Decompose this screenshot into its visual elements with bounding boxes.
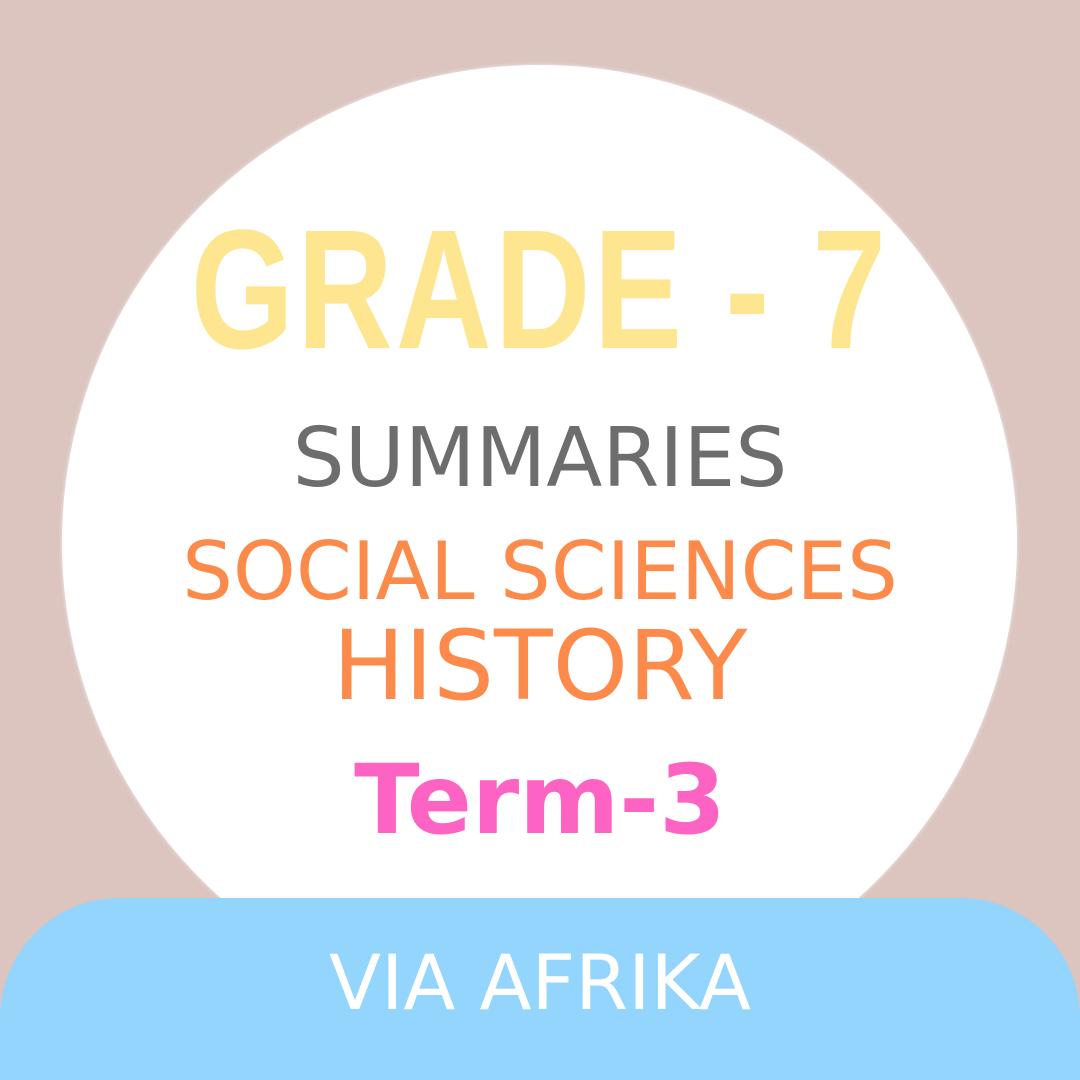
background-circle	[62, 65, 1017, 1020]
term-label: Term-3	[354, 744, 726, 856]
topic-label: HISTORY	[332, 610, 748, 722]
publisher-label: VIA AFRIKA	[329, 938, 751, 1027]
summaries-label: SUMMARIES	[292, 411, 788, 506]
grade-title: GRADE - 7	[190, 195, 890, 385]
subject-label: SOCIAL SCIENCES	[182, 525, 898, 618]
publisher-band	[0, 898, 1080, 1080]
